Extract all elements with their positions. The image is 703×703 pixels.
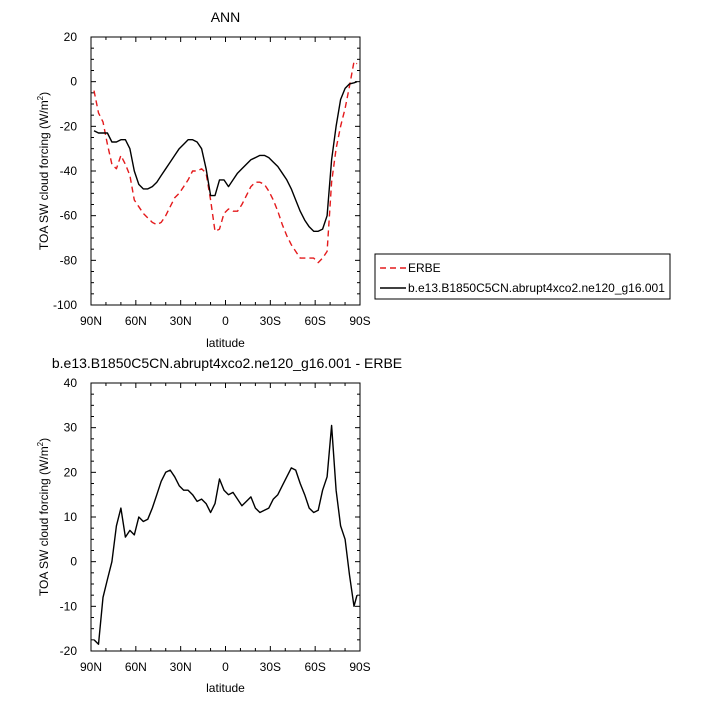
x-tick-label: 60S bbox=[304, 660, 325, 674]
y-tick-label: 20 bbox=[64, 30, 78, 44]
y-tick-label: 0 bbox=[70, 555, 77, 569]
y-tick-label: 10 bbox=[64, 510, 78, 524]
series-line-model bbox=[93, 81, 358, 233]
y-axis-label-main: TOA SW cloud forcing (W/m bbox=[37, 446, 51, 596]
bottom-panel: b.e13.B1850C5CN.abrupt4xco2.ne120_g16.00… bbox=[36, 355, 402, 695]
y-tick-label: 30 bbox=[64, 421, 78, 435]
x-axis-label: latitude bbox=[206, 681, 245, 695]
x-tick-label: 30S bbox=[260, 660, 281, 674]
plot-frame bbox=[90, 382, 361, 652]
plot-frame bbox=[90, 36, 361, 306]
top-panel: ANN 90N 60N 30N 0 30S 60S 90S -100 -80 -60 -40 -20 0 2… bbox=[36, 9, 371, 350]
x-tick-label: 0 bbox=[222, 314, 229, 328]
y-axis-label-superscript: 2 bbox=[36, 95, 45, 100]
x-tick-label: 60N bbox=[125, 314, 147, 328]
legend: ERBE b.e13.B1850C5CN.abrupt4xco2.ne120_g1… bbox=[374, 253, 671, 300]
x-axis-label: latitude bbox=[206, 336, 245, 350]
y-axis-label-end: ) bbox=[37, 92, 51, 96]
x-tick-label: 0 bbox=[222, 660, 229, 674]
x-tick-label: 90S bbox=[349, 660, 370, 674]
chart-title: b.e13.B1850C5CN.abrupt4xco2.ne120_g16.00… bbox=[52, 355, 402, 371]
y-tick-label: -40 bbox=[60, 164, 78, 178]
y-tick-label: -60 bbox=[60, 209, 78, 223]
y-tick-label: -10 bbox=[60, 599, 78, 613]
series-line-erbe bbox=[93, 60, 358, 264]
x-tick-label: 90S bbox=[349, 314, 370, 328]
series-line-difference bbox=[93, 424, 358, 645]
y-tick-label: 20 bbox=[64, 465, 78, 479]
x-tick-label: 60N bbox=[125, 660, 147, 674]
x-tick-label: 60S bbox=[304, 314, 325, 328]
y-tick-label: -20 bbox=[60, 119, 78, 133]
y-tick-label: -20 bbox=[60, 644, 78, 658]
x-tick-label: 30N bbox=[170, 660, 192, 674]
legend-label: ERBE bbox=[408, 261, 441, 275]
y-axis-label-end: ) bbox=[37, 438, 51, 442]
y-axis-label-main: TOA SW cloud forcing (W/m bbox=[37, 100, 51, 250]
legend-box bbox=[374, 253, 671, 300]
x-tick-label: 30N bbox=[170, 314, 192, 328]
y-axis-label: TOA SW cloud forcing (W/m2) bbox=[36, 92, 51, 250]
y-tick-label: 0 bbox=[70, 75, 77, 89]
chart-title: ANN bbox=[211, 9, 241, 25]
y-tick-label: -80 bbox=[60, 253, 78, 267]
y-axis-label-superscript: 2 bbox=[36, 441, 45, 446]
x-tick-label: 90N bbox=[80, 660, 102, 674]
x-tick-label: 90N bbox=[80, 314, 102, 328]
y-tick-label: 40 bbox=[64, 376, 78, 390]
y-tick-label: -100 bbox=[53, 298, 77, 312]
y-axis-label: TOA SW cloud forcing (W/m2) bbox=[36, 438, 51, 596]
legend-label: b.e13.B1850C5CN.abrupt4xco2.ne120_g16.00… bbox=[408, 281, 665, 295]
x-tick-label: 30S bbox=[260, 314, 281, 328]
